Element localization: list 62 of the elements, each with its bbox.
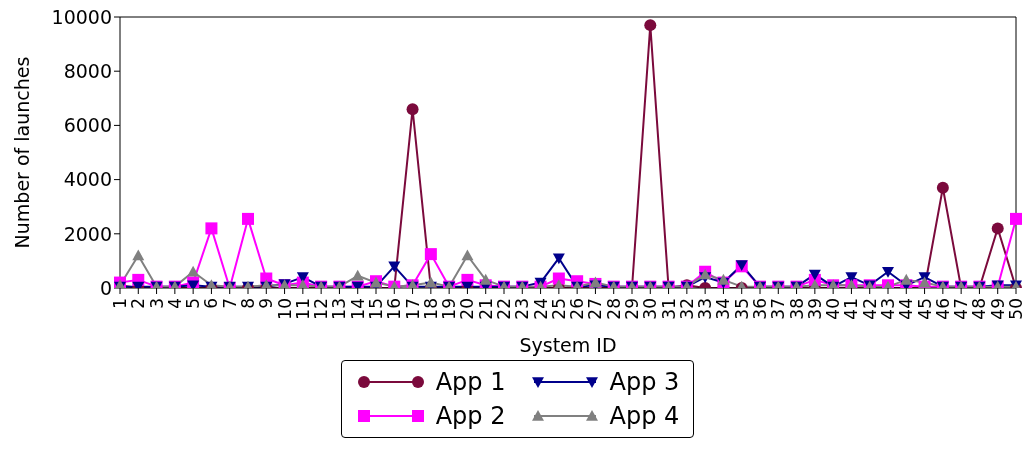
x-tick-label: 24 [530, 298, 551, 320]
x-tick-label: 4 [164, 298, 185, 309]
x-tick-label: 11 [292, 298, 313, 320]
x-tick-label: 46 [932, 298, 953, 320]
y-tick-label: 4000 [63, 168, 112, 191]
x-tick-label: 12 [311, 298, 332, 320]
y-tick-label: 2000 [63, 222, 112, 245]
x-tick-label: 18 [420, 298, 441, 320]
x-tick-label: 2 [128, 298, 149, 309]
legend-label: App 3 [609, 368, 680, 396]
x-tick-label: 15 [366, 298, 386, 320]
x-tick-label: 37 [768, 298, 789, 320]
x-tick-label: 38 [786, 298, 807, 320]
x-tick-label: 47 [951, 298, 972, 320]
x-tick-label: 41 [841, 298, 862, 320]
x-tick-label: 20 [457, 298, 478, 320]
x-tick-label: 42 [859, 298, 880, 320]
x-tick-label: 31 [658, 298, 679, 320]
x-tick-label: 25 [548, 298, 569, 320]
x-tick-label: 48 [969, 298, 990, 320]
x-tick-label: 23 [512, 298, 533, 320]
x-tick-label: 35 [731, 298, 752, 320]
x-tick-label: 17 [402, 298, 423, 320]
x-tick-label: 5 [183, 298, 204, 309]
x-tick-label: 36 [750, 298, 770, 320]
y-tick-label: 0 [99, 276, 112, 299]
y-axis-title: Number of launches [11, 56, 33, 249]
x-tick-label: 39 [804, 298, 825, 320]
x-tick-label: 28 [603, 298, 624, 320]
x-tick-label: 13 [329, 298, 350, 320]
x-tick-label: 9 [256, 298, 277, 309]
x-tick-label: 16 [384, 298, 405, 320]
x-tick-label: 29 [622, 298, 642, 320]
x-tick-label: 26 [567, 298, 588, 320]
x-tick-label: 21 [475, 298, 496, 320]
x-tick-label: 45 [914, 298, 935, 320]
x-tick-label: 43 [878, 298, 898, 320]
y-tick-label: 8000 [63, 59, 112, 82]
x-axis-title: System ID [519, 334, 617, 356]
x-tick-label: 49 [987, 298, 1008, 320]
x-tick-label: 10 [274, 298, 295, 320]
x-tick-label: 33 [695, 298, 716, 320]
x-tick-label: 3 [146, 298, 167, 309]
x-tick-label: 1 [110, 298, 130, 309]
y-tick-label: 6000 [63, 114, 112, 137]
y-tick-label: 10000 [51, 5, 112, 28]
legend-label: App 1 [435, 368, 506, 396]
x-tick-label: 50 [1006, 298, 1026, 320]
x-tick-label: 27 [585, 298, 606, 320]
x-tick-label: 19 [439, 298, 460, 320]
legend-label: App 4 [609, 402, 680, 430]
x-tick-label: 44 [896, 298, 917, 320]
x-tick-label: 34 [713, 298, 734, 320]
x-tick-label: 30 [640, 298, 661, 320]
x-tick-label: 6 [201, 298, 222, 309]
x-tick-label: 14 [347, 298, 368, 320]
x-tick-label: 40 [823, 298, 844, 320]
x-tick-label: 32 [676, 298, 697, 320]
x-tick-label: 8 [238, 298, 258, 309]
legend-label: App 2 [435, 402, 506, 430]
x-tick-label: 7 [219, 298, 240, 309]
x-tick-label: 22 [494, 298, 514, 320]
